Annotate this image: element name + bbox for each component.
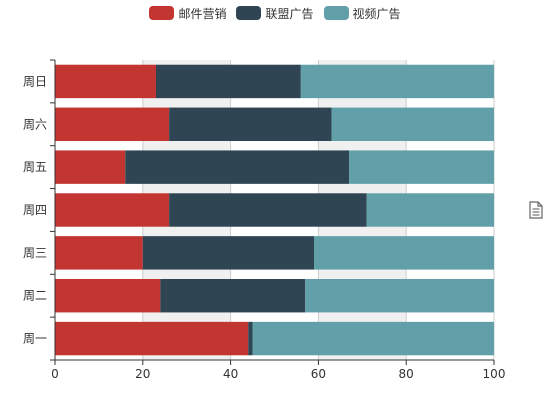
toolbox-data-view-button[interactable] bbox=[528, 200, 544, 220]
legend-swatch-union bbox=[236, 6, 262, 20]
bar-video-5[interactable] bbox=[331, 107, 494, 141]
x-tick-label: 20 bbox=[135, 367, 150, 381]
y-tick-label: 周三 bbox=[23, 246, 47, 260]
bar-video-2[interactable] bbox=[314, 236, 494, 270]
x-tick-label: 100 bbox=[483, 367, 506, 381]
bar-union-3[interactable] bbox=[169, 193, 367, 227]
bar-union-0[interactable] bbox=[248, 321, 253, 356]
legend-swatch-video bbox=[323, 6, 349, 20]
x-tick-label: 80 bbox=[399, 367, 414, 381]
legend-item-video[interactable]: 视频广告 bbox=[323, 4, 401, 22]
bar-email-6[interactable] bbox=[55, 64, 156, 99]
bar-email-4[interactable] bbox=[55, 150, 126, 184]
legend-label-video: 视频广告 bbox=[352, 6, 401, 21]
y-tick-label: 周二 bbox=[23, 289, 47, 303]
legend-label-union: 联盟广告 bbox=[265, 6, 314, 21]
legend-label-email: 邮件营销 bbox=[178, 6, 227, 21]
bar-union-1[interactable] bbox=[160, 279, 306, 313]
x-tick-label: 0 bbox=[51, 367, 59, 381]
legend-item-union[interactable]: 联盟广告 bbox=[236, 4, 314, 22]
legend-swatch-email bbox=[149, 6, 175, 20]
bar-video-0[interactable] bbox=[252, 321, 494, 356]
y-tick-label: 周四 bbox=[23, 203, 47, 217]
bar-union-5[interactable] bbox=[169, 107, 332, 141]
x-tick-label: 60 bbox=[311, 367, 326, 381]
bar-video-3[interactable] bbox=[366, 193, 494, 227]
bar-union-6[interactable] bbox=[155, 64, 301, 99]
y-tick-label: 周五 bbox=[23, 160, 47, 174]
y-tick-label: 周日 bbox=[23, 74, 47, 88]
bar-video-1[interactable] bbox=[305, 279, 494, 313]
x-tick-label: 40 bbox=[223, 367, 238, 381]
legend: 邮件营销 联盟广告 视频广告 bbox=[0, 4, 550, 22]
bar-email-1[interactable] bbox=[55, 279, 161, 313]
y-tick-label: 周一 bbox=[23, 332, 47, 346]
bar-video-4[interactable] bbox=[349, 150, 494, 184]
bar-video-6[interactable] bbox=[300, 64, 494, 99]
bar-union-4[interactable] bbox=[125, 150, 350, 184]
data-view-icon bbox=[529, 201, 543, 219]
bar-email-3[interactable] bbox=[55, 193, 170, 227]
legend-item-email[interactable]: 邮件营销 bbox=[149, 4, 226, 22]
bar-email-5[interactable] bbox=[55, 107, 170, 141]
bar-union-2[interactable] bbox=[142, 236, 315, 270]
bar-email-0[interactable] bbox=[55, 321, 249, 356]
bar-email-2[interactable] bbox=[55, 236, 143, 270]
y-tick-label: 周六 bbox=[23, 117, 47, 131]
